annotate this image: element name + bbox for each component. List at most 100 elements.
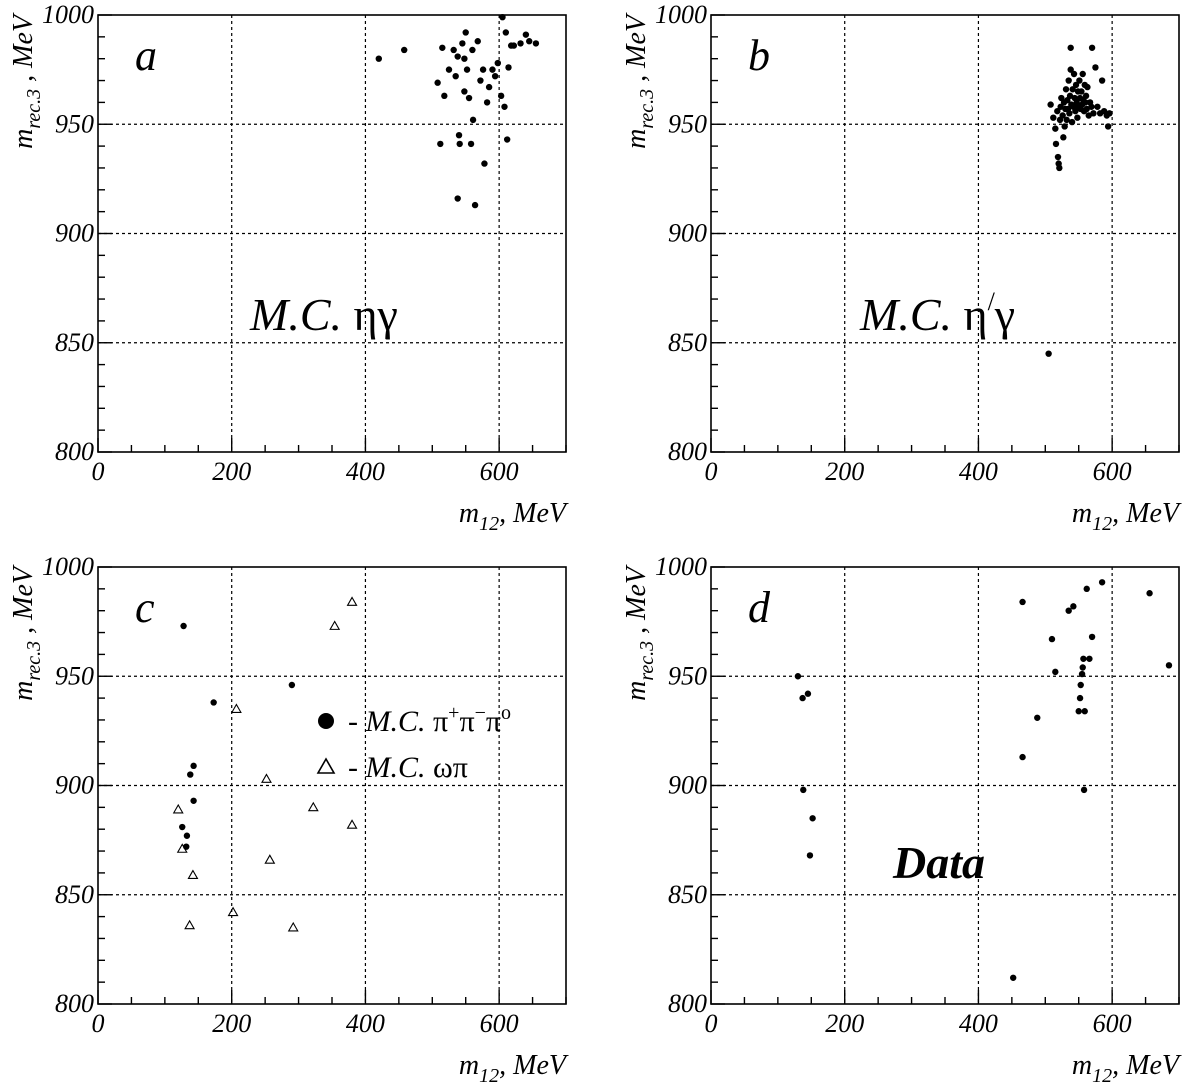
data-point-triangle xyxy=(264,854,276,864)
x-tick-label: 600 xyxy=(1093,457,1132,486)
data-point xyxy=(450,46,457,54)
data-point-triangle xyxy=(172,803,184,814)
x-tick-label: 600 xyxy=(480,1009,519,1038)
data-point xyxy=(461,88,468,95)
data-point xyxy=(1146,590,1153,597)
panel-a: 0 200 400 600 800 850 900 950 1000 m12, MeV mrec.3… xyxy=(8,0,569,535)
data-point xyxy=(1088,103,1095,110)
y-tick-label: 800 xyxy=(55,989,94,1018)
data-point xyxy=(497,92,505,100)
data-point xyxy=(1050,114,1057,121)
x-tick-label: 600 xyxy=(1093,1009,1132,1038)
data-point xyxy=(1086,655,1093,662)
data-point xyxy=(1165,662,1173,669)
data-point xyxy=(1080,655,1087,662)
data-point xyxy=(1076,77,1083,84)
data-point xyxy=(483,99,491,106)
x-tick-label: 0 xyxy=(92,457,105,486)
data-point xyxy=(489,66,496,73)
data-point xyxy=(1019,598,1026,606)
panel-letter: b xyxy=(748,31,770,80)
x-axis-label: m12, MeV xyxy=(1072,1050,1182,1087)
data-point xyxy=(461,55,468,62)
data-point xyxy=(469,116,477,124)
data-point xyxy=(454,195,461,202)
x-tick-label: 400 xyxy=(346,1009,385,1038)
data-point xyxy=(799,694,806,702)
data-point xyxy=(1079,70,1086,78)
data-point xyxy=(1034,714,1041,721)
data-point xyxy=(1088,633,1096,641)
y-tick-label: 850 xyxy=(55,880,94,909)
data-point xyxy=(441,92,448,100)
panel-d: 0 200 400 600 800 850 900 950 1000 m12, MeV mrec.3… xyxy=(621,552,1182,1087)
data-point xyxy=(1045,350,1052,357)
data-point xyxy=(1065,77,1072,84)
x-axis-label: m12, MeV xyxy=(459,1050,569,1087)
data-point xyxy=(1067,66,1074,73)
data-point xyxy=(1009,974,1017,981)
data-point xyxy=(1083,585,1090,593)
legend-label: - M.C. ωπ xyxy=(348,751,468,784)
y-tick-label: 950 xyxy=(55,109,94,138)
data-point xyxy=(1054,107,1061,115)
data-point xyxy=(1074,114,1081,121)
data-point xyxy=(501,103,508,110)
panel-letter: c xyxy=(135,583,155,632)
data-point xyxy=(469,46,476,54)
y-tick-label: 800 xyxy=(668,989,707,1018)
data-point xyxy=(809,815,816,822)
legend-marker-dot xyxy=(318,713,334,729)
data-point xyxy=(1060,134,1067,141)
data-point xyxy=(481,160,488,167)
data-point xyxy=(465,94,473,102)
data-point xyxy=(505,64,512,71)
data-point xyxy=(183,832,191,839)
data-point xyxy=(1082,92,1090,100)
data-point xyxy=(1056,164,1063,172)
data-point xyxy=(190,797,197,804)
x-tick-label: 0 xyxy=(92,1009,105,1038)
x-tick-label: 400 xyxy=(959,1009,998,1038)
data-point xyxy=(1072,81,1080,89)
data-point xyxy=(455,131,463,139)
y-axis-label: mrec.3 , MeV xyxy=(621,564,658,701)
y-tick-label: 800 xyxy=(668,437,707,466)
data-point xyxy=(1092,64,1099,71)
x-tick-label: 200 xyxy=(212,457,251,486)
data-point xyxy=(1052,125,1059,132)
x-axis-label: m12, MeV xyxy=(1072,498,1182,535)
y-tick-label: 850 xyxy=(55,328,94,357)
data-point xyxy=(474,38,481,45)
data-point xyxy=(491,72,499,80)
data-point xyxy=(1081,708,1088,715)
data-point xyxy=(1019,753,1026,761)
panel-c: 0 200 400 600 800 850 900 950 1000 m12, MeV mrec.3… xyxy=(8,552,569,1087)
data-point xyxy=(1048,635,1056,643)
data-point-triangle xyxy=(346,819,358,829)
data-point xyxy=(210,699,217,706)
data-point xyxy=(526,38,533,45)
data-point xyxy=(1094,103,1101,110)
data-point xyxy=(1104,123,1112,130)
data-point xyxy=(445,66,453,73)
data-point xyxy=(1090,110,1097,117)
data-point xyxy=(1070,603,1077,610)
data-point xyxy=(1059,112,1066,119)
data-point xyxy=(1098,579,1106,586)
data-point-triangle xyxy=(307,801,319,812)
x-tick-label: 400 xyxy=(346,457,385,486)
data-point xyxy=(1052,140,1060,148)
data-point xyxy=(522,31,530,38)
y-tick-label: 1000 xyxy=(42,0,94,29)
data-point xyxy=(463,66,471,73)
data-point xyxy=(477,77,484,84)
data-point xyxy=(288,681,296,689)
data-point xyxy=(800,786,807,794)
data-point-triangle xyxy=(346,596,358,606)
data-point-triangle xyxy=(187,869,199,880)
data-point xyxy=(434,79,441,86)
data-point xyxy=(452,72,459,80)
data-point xyxy=(502,29,510,36)
data-point xyxy=(532,40,540,47)
